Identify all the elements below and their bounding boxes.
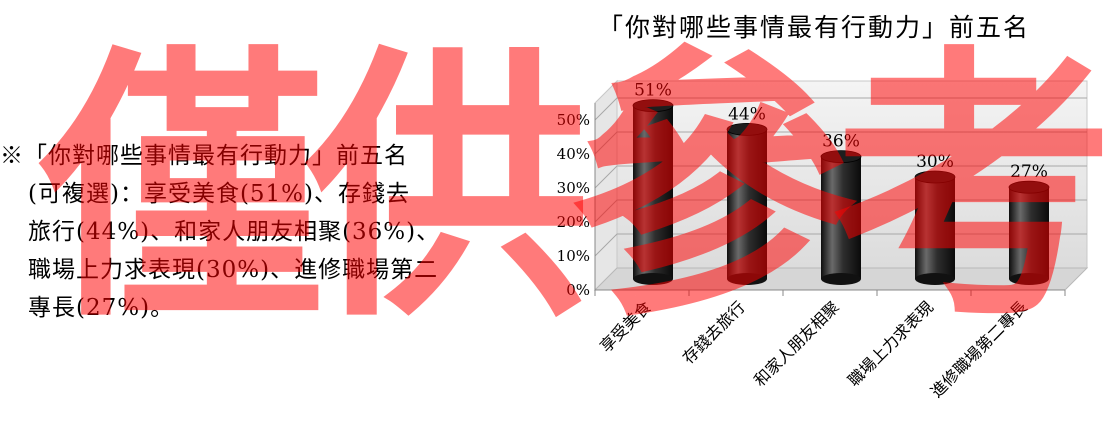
bar-base — [915, 273, 955, 285]
bar-base — [821, 273, 861, 285]
y-tick-label: 30% — [557, 179, 590, 197]
category-label: 和家人朋友相聚 — [750, 297, 843, 390]
description-line-3: 旅行(44%)、和家人朋友相聚(36%)、 — [28, 219, 441, 245]
category-label: 進修職場第二專長 — [927, 297, 1031, 401]
y-tick-label: 20% — [557, 213, 590, 231]
y-tick-label: 0% — [566, 281, 590, 299]
bar-chart: 0% 10% 20% 30% 40% 50% 51% 享受美食 44% 存錢去旅行 36% 和家人朋友… — [557, 79, 1089, 401]
description-line-1: ※「你對哪些事情最有行動力」前五名 — [0, 143, 408, 169]
data-label: 30% — [916, 152, 954, 172]
category-label: 職場上力求表現 — [844, 297, 937, 390]
y-tick-label: 40% — [557, 145, 590, 163]
bar-base — [727, 273, 767, 285]
gridline — [594, 97, 1087, 121]
y-tick-label: 50% — [557, 111, 590, 129]
data-label: 36% — [822, 132, 860, 152]
bar — [821, 156, 861, 279]
bar-top — [914, 170, 956, 184]
description-text: ※「你對哪些事情最有行動力」前五名 (可複選)：享受美食(51%)、存錢去 旅行… — [0, 137, 560, 327]
bar-top — [820, 150, 862, 163]
y-tick-label: 10% — [557, 247, 590, 265]
chart-side-wall — [594, 79, 618, 292]
description-line-2: (可複選)：享受美食(51%)、存錢去 — [28, 181, 411, 207]
data-label: 51% — [634, 81, 672, 101]
description-line-5: 專長(27%)。 — [28, 295, 175, 321]
bar — [633, 105, 673, 279]
bar-top — [632, 99, 674, 112]
bar-top — [1008, 180, 1050, 194]
chart-title: 「你對哪些事情最有行動力」前五名 — [598, 13, 1031, 42]
bar-base — [1009, 273, 1049, 285]
bar-top — [726, 123, 768, 136]
data-label: 27% — [1010, 162, 1048, 182]
bar — [727, 129, 767, 279]
category-label: 存錢去旅行 — [679, 297, 749, 367]
category-label: 享受美食 — [596, 297, 655, 356]
data-label: 44% — [728, 104, 766, 124]
description-line-4: 職場上力求表現(30%)、進修職場第二 — [28, 257, 439, 283]
bar — [1009, 187, 1049, 279]
bar-base — [633, 273, 673, 285]
gridline — [594, 131, 1087, 155]
bar — [915, 177, 955, 279]
gridline — [594, 165, 1087, 189]
